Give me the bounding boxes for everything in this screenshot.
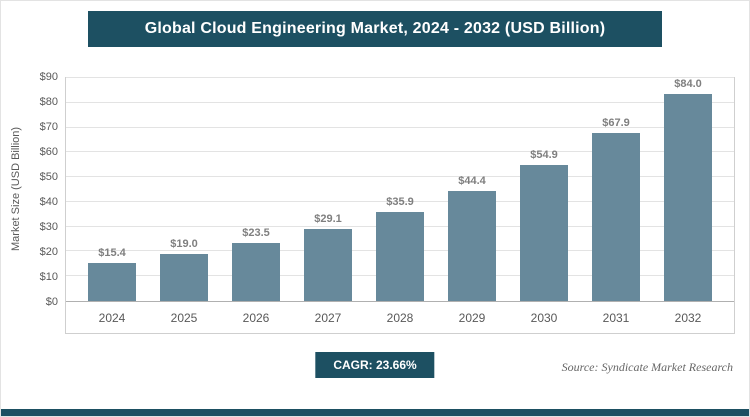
plot-outer: $15.4 $19.0 $23.5 $29.1 $35.9 $44.4 $54.9 $67.9… xyxy=(65,77,735,334)
bottom-accent-strip xyxy=(1,409,749,416)
x-axis-label: 2029 xyxy=(458,310,486,325)
bar-cell: $19.0 xyxy=(148,78,220,301)
bar-cell: $84.0 xyxy=(652,78,724,301)
bar-cell: $54.9 xyxy=(508,78,580,301)
bar-value-label: $35.9 xyxy=(386,196,414,209)
bar[interactable] xyxy=(88,262,136,301)
bar[interactable] xyxy=(376,212,424,301)
x-axis-label: 2025 xyxy=(170,310,198,325)
x-axis-label: 2032 xyxy=(674,310,702,325)
gridline xyxy=(66,77,734,78)
y-tick-label: $20 xyxy=(39,246,58,258)
y-tick-label: $50 xyxy=(39,171,58,183)
x-axis-label: 2024 xyxy=(98,310,126,325)
gridline xyxy=(66,176,734,178)
x-axis-label: 2030 xyxy=(530,310,558,325)
y-tick-label: $40 xyxy=(39,196,58,208)
y-ticks: $0 $10 $20 $30 $40 $50 $60 $70 $80 $90 xyxy=(25,71,65,308)
chart-title-bar: Global Cloud Engineering Market, 2024 - … xyxy=(88,11,662,47)
cagr-badge: CAGR: 23.66% xyxy=(315,352,435,378)
bar[interactable] xyxy=(232,242,280,301)
bar-value-label: $19.0 xyxy=(170,237,198,250)
y-tick-label: $90 xyxy=(39,71,58,83)
bar-value-label: $54.9 xyxy=(530,148,558,161)
bar-value-label: $84.0 xyxy=(674,78,702,90)
gridline xyxy=(66,101,734,103)
bar[interactable] xyxy=(520,164,568,301)
y-tick-label: $60 xyxy=(39,146,58,159)
bar-cell: $67.9 xyxy=(580,78,652,301)
bar-cell: $29.1 xyxy=(292,78,364,301)
bar-value-label: $29.1 xyxy=(314,212,342,225)
bar[interactable] xyxy=(448,191,496,301)
footer-row: CAGR: 23.66% Source: Syndicate Market Re… xyxy=(1,352,749,382)
bars: $15.4 $19.0 $23.5 $29.1 $35.9 $44.4 $54.9 $67.9… xyxy=(66,78,734,301)
bar-cell: $44.4 xyxy=(436,78,508,301)
bar-cell: $35.9 xyxy=(364,78,436,301)
y-axis-title: Market Size (USD Billion) xyxy=(10,126,22,252)
x-axis-label: 2028 xyxy=(386,310,414,325)
bar-value-label: $23.5 xyxy=(242,226,270,239)
bar[interactable] xyxy=(592,132,640,301)
x-axis-label: 2031 xyxy=(602,310,630,325)
y-tick-label: $0 xyxy=(45,296,58,308)
x-axis-label: 2026 xyxy=(242,310,270,325)
x-labels: 2024 2025 2026 2027 2028 2029 2030 2031 2032 xyxy=(66,302,734,333)
chart-title: Global Cloud Engineering Market, 2024 - … xyxy=(144,20,606,37)
gridline xyxy=(66,200,734,202)
bar-value-label: $15.4 xyxy=(98,246,126,259)
x-axis-label: 2027 xyxy=(314,310,342,325)
bar[interactable] xyxy=(304,228,352,301)
y-tick-label: $70 xyxy=(39,121,58,133)
bar-value-label: $67.9 xyxy=(602,116,630,129)
bar-cell: $15.4 xyxy=(76,78,148,301)
gridline xyxy=(66,151,734,153)
source-attribution: Source: Syndicate Market Research xyxy=(561,360,733,374)
y-tick-label: $80 xyxy=(39,96,58,108)
y-tick-label: $30 xyxy=(39,221,58,234)
plot-area: $15.4 $19.0 $23.5 $29.1 $35.9 $44.4 $54.9 $67.9… xyxy=(66,77,734,302)
bar[interactable] xyxy=(664,94,712,301)
bar-value-label: $44.4 xyxy=(458,175,486,187)
bar-cell: $23.5 xyxy=(220,78,292,301)
bar[interactable] xyxy=(160,253,208,301)
chart-body: Market Size (USD Billion) $0 $10 $20 $30 $40… xyxy=(7,71,735,334)
gridline xyxy=(66,126,734,128)
y-tick-label: $10 xyxy=(39,271,58,283)
